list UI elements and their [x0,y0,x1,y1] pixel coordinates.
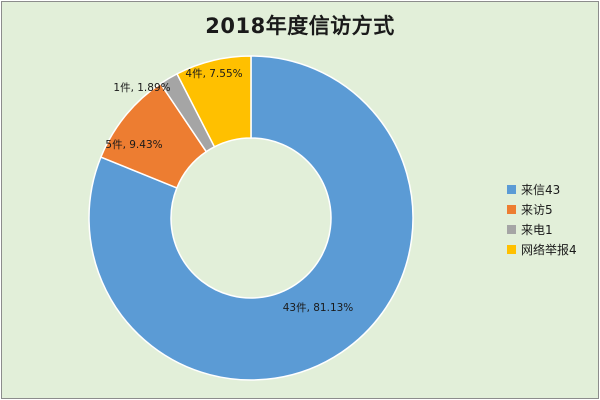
data-label-1: 43件, 81.13% [283,302,354,314]
chart-legend: 来信43 来访5 来电1 网络举报4 [507,179,577,259]
legend-item-1: 来信43 [507,179,577,199]
data-label-2: 5件, 9.43% [105,139,162,151]
legend-label: 网络举报4 [521,242,577,257]
donut-slice-1 [88,55,414,381]
data-label-3: 1件, 1.89% [113,82,170,94]
legend-swatch [507,204,516,214]
legend-label: 来信43 [521,182,561,197]
legend-swatch [507,224,516,234]
legend-label: 来电1 [521,222,553,237]
chart-title: 2018年度信访方式 [205,14,395,38]
legend-item-2: 来访5 [507,199,577,219]
data-label-4: 4件, 7.55% [185,68,242,80]
donut-slice-4 [176,55,252,148]
legend-swatch [507,244,516,254]
legend-label: 来访5 [521,202,553,217]
legend-item-4: 网络举报4 [507,239,577,259]
legend-swatch [507,184,516,194]
legend-item-3: 来电1 [507,219,577,239]
